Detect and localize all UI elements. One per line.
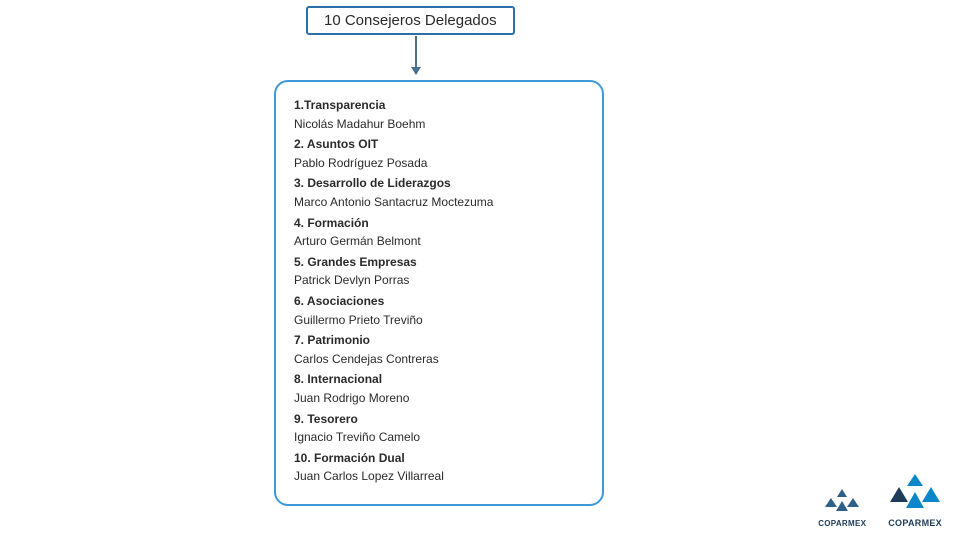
logo-area: COPARMEX COPARMEX bbox=[818, 472, 942, 528]
list-item: 9. TesoreroIgnacio Treviño Camelo bbox=[294, 410, 584, 447]
coparmex-logo-small: COPARMEX bbox=[818, 487, 866, 528]
list-item: 4. FormaciónArturo Germán Belmont bbox=[294, 214, 584, 251]
list-item: 10. Formación DualJuan Carlos Lopez Vill… bbox=[294, 449, 584, 486]
list-item: 3. Desarrollo de LiderazgosMarco Antonio… bbox=[294, 174, 584, 211]
item-person: Juan Rodrigo Moreno bbox=[294, 389, 584, 408]
header-title-box: 10 Consejeros Delegados bbox=[306, 6, 515, 35]
item-person: Ignacio Treviño Camelo bbox=[294, 428, 584, 447]
list-item: 5. Grandes EmpresasPatrick Devlyn Porras bbox=[294, 253, 584, 290]
item-title: 8. Internacional bbox=[294, 370, 584, 389]
item-title: 3. Desarrollo de Liderazgos bbox=[294, 174, 584, 193]
list-item: 2. Asuntos OITPablo Rodríguez Posada bbox=[294, 135, 584, 172]
logo-small-label: COPARMEX bbox=[818, 519, 866, 528]
item-person: Pablo Rodríguez Posada bbox=[294, 154, 584, 173]
consejeros-list-box: 1.TransparenciaNicolás Madahur Boehm2. A… bbox=[274, 80, 604, 506]
item-person: Guillermo Prieto Treviño bbox=[294, 311, 584, 330]
item-title: 5. Grandes Empresas bbox=[294, 253, 584, 272]
list-item: 6. AsociacionesGuillermo Prieto Treviño bbox=[294, 292, 584, 329]
item-title: 2. Asuntos OIT bbox=[294, 135, 584, 154]
item-title: 6. Asociaciones bbox=[294, 292, 584, 311]
item-title: 7. Patrimonio bbox=[294, 331, 584, 350]
item-person: Nicolás Madahur Boehm bbox=[294, 115, 584, 134]
item-title: 9. Tesorero bbox=[294, 410, 584, 429]
item-person: Carlos Cendejas Contreras bbox=[294, 350, 584, 369]
item-person: Arturo Germán Belmont bbox=[294, 232, 584, 251]
item-title: 10. Formación Dual bbox=[294, 449, 584, 468]
item-title: 1.Transparencia bbox=[294, 96, 584, 115]
item-person: Patrick Devlyn Porras bbox=[294, 271, 584, 290]
item-title: 4. Formación bbox=[294, 214, 584, 233]
list-item: 8. InternacionalJuan Rodrigo Moreno bbox=[294, 370, 584, 407]
list-item: 1.TransparenciaNicolás Madahur Boehm bbox=[294, 96, 584, 133]
corner-arc-decor bbox=[760, 0, 960, 80]
connector-arrow bbox=[415, 36, 417, 74]
list-item: 7. PatrimonioCarlos Cendejas Contreras bbox=[294, 331, 584, 368]
coparmex-logo-large: COPARMEX bbox=[888, 472, 942, 528]
item-person: Marco Antonio Santacruz Moctezuma bbox=[294, 193, 584, 212]
logo-large-label: COPARMEX bbox=[888, 518, 942, 528]
item-person: Juan Carlos Lopez Villarreal bbox=[294, 467, 584, 486]
